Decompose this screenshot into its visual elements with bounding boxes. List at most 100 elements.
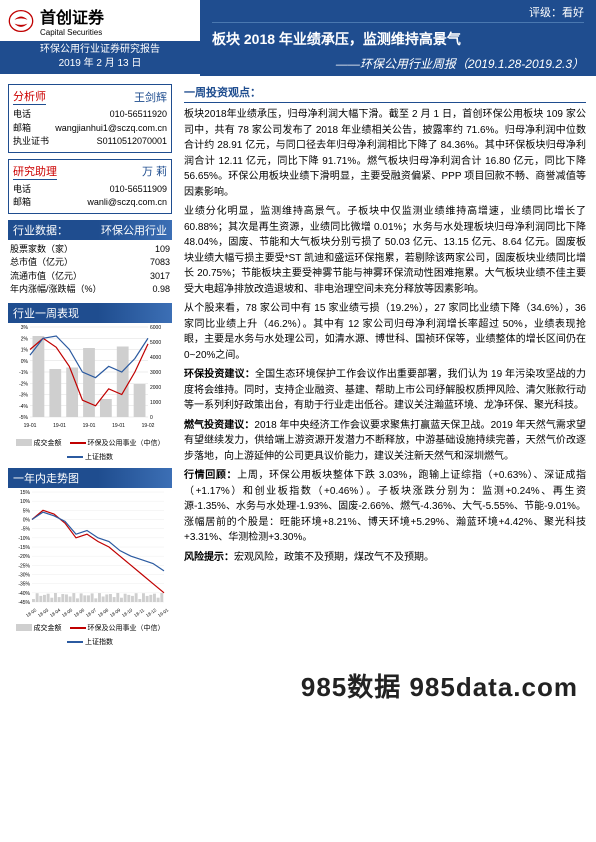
- assistant-name: 万 莉: [142, 163, 167, 179]
- svg-text:18-12: 18-12: [145, 607, 158, 618]
- svg-text:-1%: -1%: [19, 370, 28, 376]
- svg-text:18-07: 18-07: [85, 607, 98, 618]
- legend-label: 上证指数: [85, 637, 113, 647]
- para-text: 上周，环保公用板块整体下跌 3.03%，跑输上证综指（+0.63%）、深证成指（…: [184, 470, 586, 543]
- svg-text:18-09: 18-09: [109, 607, 122, 618]
- kv-val: 010-56511909: [110, 183, 167, 197]
- kv-row: 股票家数（家） 109: [10, 243, 170, 257]
- svg-text:19-01: 19-01: [53, 423, 66, 429]
- logo-text: 首创证券 Capital Securities: [40, 4, 104, 37]
- kv-row: 总市值（亿元）7083: [10, 256, 170, 270]
- legend-item: 上证指数: [67, 452, 113, 462]
- svg-text:1000: 1000: [150, 400, 161, 406]
- report-subtitle: ——环保公用行业周报（2019.1.28-2019.2.3）: [212, 55, 584, 72]
- chart1-head: 行业一周表现: [8, 303, 172, 323]
- report-title: 板块 2018 年业绩承压，监测维持高景气: [212, 29, 584, 49]
- svg-text:18-03: 18-03: [37, 607, 50, 618]
- legend-label: 成交金额: [34, 438, 62, 448]
- paragraph: 行情回顾：上周，环保公用板块整体下跌 3.03%，跑输上证综指（+0.63%）、…: [184, 468, 586, 546]
- assistant-title-row: 研究助理 万 莉: [13, 163, 167, 180]
- para-lead: 燃气投资建议：: [184, 420, 254, 431]
- svg-text:4000: 4000: [150, 355, 161, 361]
- svg-text:19-01: 19-01: [83, 423, 96, 429]
- svg-text:-4%: -4%: [19, 403, 28, 409]
- svg-text:-10%: -10%: [18, 535, 30, 541]
- kv-row: 流通市值（亿元）3017: [10, 270, 170, 284]
- logo-cn: 首创证券: [40, 4, 104, 28]
- kv-row: 电话 010-56511920: [13, 108, 167, 122]
- kv-key: 邮箱: [13, 122, 31, 136]
- logo-row: 首创证券 Capital Securities: [0, 0, 200, 41]
- para-lead: 环保投资建议：: [184, 369, 255, 380]
- kv-row: 年内涨幅/涨跌幅（%）0.98: [10, 283, 170, 297]
- chart2: 15%10%5%0%-5%-10%-15%-20%-25%-30%-35%-40…: [8, 488, 170, 618]
- report-date: 2019 年 2 月 13 日: [0, 57, 200, 71]
- svg-text:19-01: 19-01: [24, 423, 37, 429]
- svg-text:2000: 2000: [150, 385, 161, 391]
- analyst-title: 分析师: [13, 88, 46, 105]
- industry-data-head: 行业数据： 环保公用行业: [8, 220, 172, 240]
- paragraph: 业绩分化明显，监测维持高景气。子板块中仅监测业绩维持高增速，业绩同比增长了 60…: [184, 204, 586, 297]
- industry-data-body: 股票家数（家） 109总市值（亿元）7083流通市值（亿元）3017年内涨幅/涨跌…: [8, 240, 172, 303]
- kv-val: 109: [155, 243, 170, 257]
- body: 分析师 王剑辉 电话 010-56511920 邮箱 wangjianhui1@scz…: [0, 76, 596, 653]
- svg-text:6000: 6000: [150, 325, 161, 331]
- paragraph: 环保投资建议：全国生态环境保护工作会议作出重要部署，我们认为 19 年污染攻坚战…: [184, 367, 586, 414]
- svg-text:15%: 15%: [20, 490, 31, 496]
- legend-line-icon: [67, 641, 83, 643]
- svg-text:18-11: 18-11: [133, 607, 145, 618]
- svg-text:-35%: -35%: [18, 581, 30, 587]
- legend-label: 成交金额: [34, 623, 62, 633]
- para-text: 从个股来看，78 家公司中有 15 家业绩亏损（19.2%），27 家同比业绩下…: [184, 303, 586, 361]
- sidebar: 分析师 王剑辉 电话 010-56511920 邮箱 wangjianhui1@scz…: [0, 76, 178, 653]
- rating-row: 评级：看好: [212, 4, 584, 23]
- legend-bar-icon: [16, 624, 32, 631]
- svg-text:5000: 5000: [150, 340, 161, 346]
- kv-val: 010-56511920: [110, 108, 167, 122]
- svg-text:19-01: 19-01: [157, 607, 170, 618]
- svg-text:1%: 1%: [21, 347, 29, 353]
- svg-text:18-08: 18-08: [97, 607, 110, 618]
- kv-key: 执业证书: [13, 135, 49, 149]
- svg-text:-40%: -40%: [18, 590, 30, 596]
- kv-val: wanli@sczq.com.cn: [87, 196, 167, 210]
- legend-item: 环保及公用事业（中信）: [70, 438, 165, 448]
- kv-key: 电话: [13, 183, 31, 197]
- legend-line-icon: [70, 627, 86, 629]
- paragraph: 从个股来看，78 家公司中有 15 家业绩亏损（19.2%），27 家同比业绩下…: [184, 301, 586, 363]
- svg-text:19-02: 19-02: [142, 423, 155, 429]
- assistant-title: 研究助理: [13, 163, 57, 180]
- para-text: 板块2018年业绩承压，归母净利润大幅下滑。截至 2 月 1 日，首创环保公用板…: [184, 109, 586, 198]
- kv-key: 股票家数（家）: [10, 243, 73, 257]
- svg-text:-45%: -45%: [18, 600, 30, 606]
- kv-row: 执业证书S0110512070001: [13, 135, 167, 149]
- kv-key: 电话: [13, 108, 31, 122]
- legend-item: 环保及公用事业（中信）: [70, 623, 165, 633]
- svg-text:-30%: -30%: [18, 572, 30, 578]
- svg-text:-20%: -20%: [18, 554, 30, 560]
- header-right: 评级：看好 板块 2018 年业绩承压，监测维持高景气 ——环保公用行业周报（2…: [200, 0, 596, 76]
- header-left: 首创证券 Capital Securities 环保公用行业证券研究报告 201…: [0, 0, 200, 76]
- legend-item: 上证指数: [67, 637, 113, 647]
- analyst-name: 王剑辉: [134, 89, 167, 105]
- paragraph: 板块2018年业绩承压，归母净利润大幅下滑。截至 2 月 1 日，首创环保公用板…: [184, 107, 586, 200]
- svg-text:-25%: -25%: [18, 563, 30, 569]
- chart1-box: 3%2%1%0%-1%-2%-3%-4%-5%60005000400030002…: [8, 323, 172, 462]
- svg-text:0: 0: [150, 415, 153, 421]
- para-lead: 行情回顾：: [184, 470, 237, 481]
- svg-text:2%: 2%: [21, 336, 29, 342]
- analyst-title-row: 分析师 王剑辉: [13, 88, 167, 105]
- legend-bar-icon: [16, 439, 32, 446]
- chart1-title: 行业一周表现: [13, 305, 79, 321]
- chart1-legend: 成交金额环保及公用事业（中信） 上证指数: [8, 438, 172, 462]
- kv-val: wangjianhui1@sczq.com.cn: [55, 122, 167, 136]
- report-type: 环保公用行业证券研究报告: [0, 43, 200, 57]
- kv-key: 年内涨幅/涨跌幅（%）: [10, 283, 102, 297]
- legend-item: 成交金额: [16, 438, 62, 448]
- svg-text:-15%: -15%: [18, 545, 30, 551]
- header: 首创证券 Capital Securities 环保公用行业证券研究报告 201…: [0, 0, 596, 76]
- footer-watermark: 985数据 985data.com: [0, 653, 596, 712]
- svg-text:18-04: 18-04: [49, 607, 62, 618]
- kv-key: 邮箱: [13, 196, 31, 210]
- chart2-legend: 成交金额环保及公用事业（中信） 上证指数: [8, 623, 172, 647]
